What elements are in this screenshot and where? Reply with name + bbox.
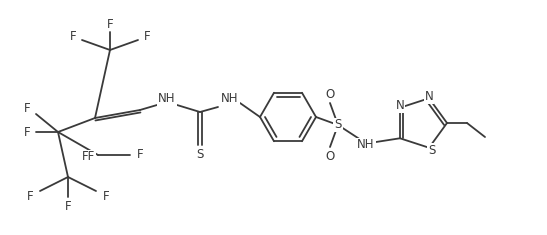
Text: O: O xyxy=(325,87,335,101)
Text: F: F xyxy=(103,191,109,204)
Text: NH: NH xyxy=(221,93,238,106)
Text: FF: FF xyxy=(82,150,95,164)
Text: O: O xyxy=(325,149,335,162)
Text: F: F xyxy=(137,149,143,161)
Text: S: S xyxy=(334,118,342,132)
Text: F: F xyxy=(27,191,33,204)
Text: N: N xyxy=(395,99,404,112)
Text: F: F xyxy=(24,125,30,138)
Text: NH: NH xyxy=(357,138,375,152)
Text: S: S xyxy=(196,149,203,161)
Text: F: F xyxy=(69,30,77,43)
Text: S: S xyxy=(428,144,436,157)
Text: F: F xyxy=(144,30,150,43)
Text: NH: NH xyxy=(158,93,176,106)
Text: F: F xyxy=(24,102,30,114)
Text: F: F xyxy=(107,17,113,31)
Text: N: N xyxy=(424,90,433,103)
Text: F: F xyxy=(65,200,71,212)
